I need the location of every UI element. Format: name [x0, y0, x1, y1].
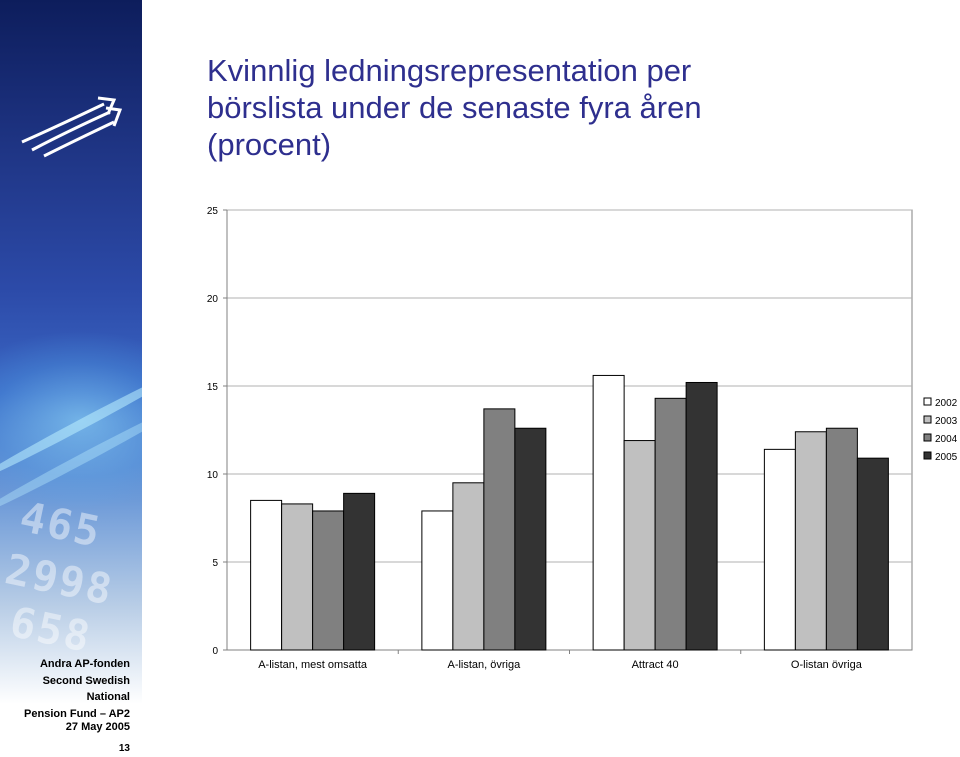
page-number: 13	[118, 743, 130, 754]
bar-2003	[452, 482, 485, 651]
bar-2004	[654, 397, 687, 651]
title-line: börslista under de senaste fyra åren	[207, 90, 702, 125]
bar-2002	[250, 499, 283, 651]
bar-2002	[592, 374, 625, 651]
organization-name: Andra AP-fonden Second Swedish National …	[0, 656, 130, 722]
y-tick-label: 5	[212, 558, 218, 569]
org-line: Pension Fund – AP2	[24, 707, 130, 720]
bar-2002	[421, 510, 454, 651]
org-line: Second Swedish National	[42, 674, 130, 704]
x-category-label: Attract 40	[632, 659, 679, 671]
bar-2005	[856, 457, 889, 651]
legend-label: 2005	[935, 452, 958, 463]
bar-2004	[312, 510, 345, 651]
legend-swatch-2003	[923, 415, 932, 424]
bar-2005	[685, 381, 718, 651]
bar-2004	[483, 408, 516, 651]
bar-2005	[514, 427, 547, 651]
legend-label: 2003	[935, 416, 958, 427]
title-line: Kvinnlig ledningsrepresentation per	[207, 53, 692, 88]
legend-swatch-2004	[923, 433, 932, 442]
legend-label: 2002	[935, 398, 958, 409]
sidebar-glow	[0, 330, 142, 510]
legend-swatch-2002	[923, 397, 932, 406]
org-line: Andra AP-fonden	[39, 658, 130, 670]
bar-2003	[794, 431, 827, 651]
x-category-label: A-listan, mest omsatta	[258, 659, 368, 671]
y-tick-label: 0	[212, 646, 218, 657]
x-category-label: O-listan övriga	[791, 659, 863, 671]
presentation-date: 27 May 2005	[65, 721, 130, 733]
bar-2002	[763, 448, 796, 651]
x-category-label: A-listan, övriga	[447, 659, 521, 671]
sidebar-decoration: 465 2998 658 Andra AP-fonden Second Swed…	[0, 0, 142, 757]
bar-2004	[825, 427, 858, 651]
y-tick-label: 10	[207, 470, 219, 481]
bar-2003	[623, 440, 656, 651]
legend-swatch-2005	[923, 451, 932, 460]
bar-2003	[281, 503, 314, 651]
title-line: (procent)	[207, 127, 332, 162]
y-tick-label: 15	[207, 382, 219, 393]
y-tick-label: 20	[207, 294, 219, 305]
bar-2005	[343, 492, 376, 651]
page-title: Kvinnlig ledningsrepresentation per börs…	[207, 52, 827, 163]
ap2-logo-icon	[21, 96, 123, 158]
y-tick-label: 25	[207, 206, 219, 217]
legend-label: 2004	[935, 434, 958, 445]
